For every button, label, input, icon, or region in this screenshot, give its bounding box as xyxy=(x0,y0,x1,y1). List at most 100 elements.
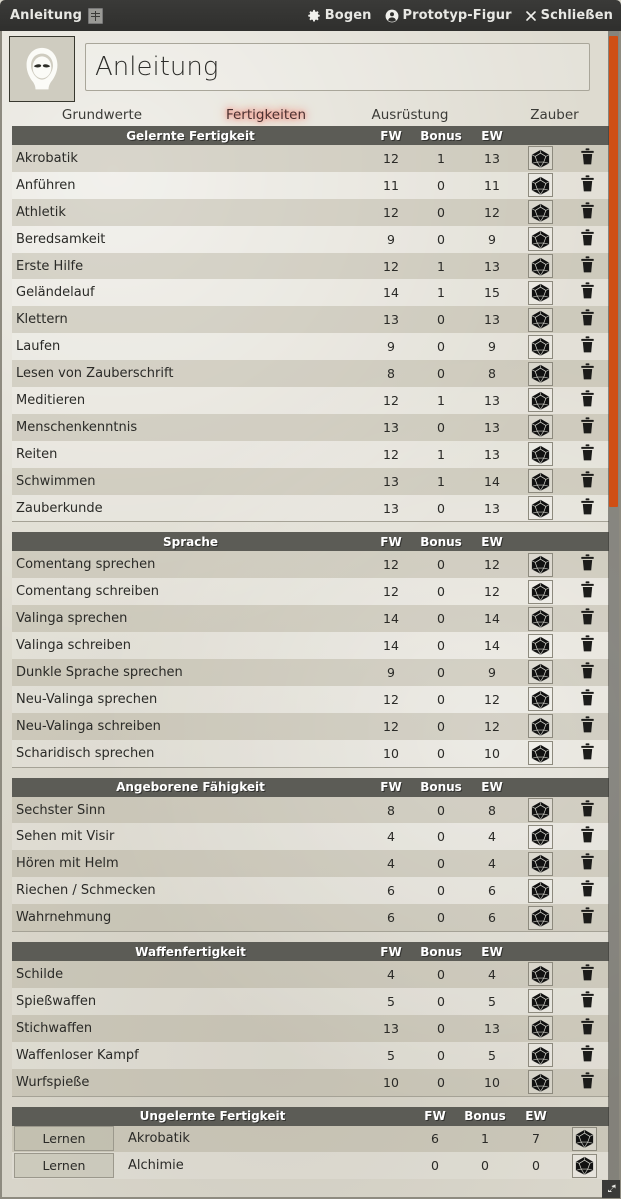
delete-skill-button[interactable] xyxy=(580,497,595,515)
delete-skill-button[interactable] xyxy=(580,1045,595,1062)
roll-dice-button[interactable] xyxy=(571,1153,597,1178)
roll-dice-button[interactable] xyxy=(527,146,553,171)
delete-skill-button[interactable] xyxy=(580,417,595,434)
delete-skill-button[interactable] xyxy=(580,991,595,1008)
skill-ew: 4 xyxy=(488,829,496,845)
delete-skill-button[interactable] xyxy=(580,799,595,817)
roll-dice-button[interactable] xyxy=(527,878,553,903)
roll-dice-button[interactable] xyxy=(527,227,553,252)
delete-skill-button[interactable] xyxy=(580,581,595,598)
lernen-button[interactable]: Lernen xyxy=(14,1126,114,1152)
d20-dice-icon xyxy=(531,744,549,763)
delete-skill-button[interactable] xyxy=(580,826,595,843)
delete-skill-button[interactable] xyxy=(580,716,595,733)
roll-dice-button[interactable] xyxy=(527,173,553,198)
resize-handle[interactable] xyxy=(602,1180,620,1198)
delete-skill-button[interactable] xyxy=(580,880,595,897)
delete-skill-button[interactable] xyxy=(580,471,595,488)
roll-dice-button[interactable] xyxy=(527,579,553,604)
delete-skill-button[interactable] xyxy=(580,689,595,706)
delete-skill-button[interactable] xyxy=(580,282,595,299)
delete-skill-button[interactable] xyxy=(580,336,595,353)
roll-dice-button[interactable] xyxy=(527,851,553,876)
roll-dice-button[interactable] xyxy=(527,415,553,440)
close-button[interactable]: Schließen xyxy=(525,8,613,23)
skill-ew: 14 xyxy=(484,473,500,489)
delete-skill-button[interactable] xyxy=(580,554,595,571)
roll-dice-button[interactable] xyxy=(527,962,553,987)
skill-bonus: 0 xyxy=(437,1074,445,1090)
tab-ausr-stung[interactable]: Ausrüstung xyxy=(371,107,449,123)
roll-dice-button[interactable] xyxy=(527,633,553,658)
delete-skill-button[interactable] xyxy=(580,309,595,326)
trash-icon xyxy=(580,635,594,652)
skill-ew: 13 xyxy=(484,1020,500,1036)
section-header: Sprache FW Bonus EW xyxy=(12,532,609,552)
roll-dice-button[interactable] xyxy=(527,552,553,577)
delete-skill-button[interactable] xyxy=(580,853,595,870)
vertical-scrollbar-track[interactable] xyxy=(608,31,619,1197)
delete-skill-button[interactable] xyxy=(580,363,595,380)
roll-dice-button[interactable] xyxy=(527,469,553,494)
roll-dice-button[interactable] xyxy=(527,307,553,332)
delete-skill-button[interactable] xyxy=(580,1071,595,1089)
delete-skill-button[interactable] xyxy=(580,608,595,625)
skill-name: Neu-Valinga schreiben xyxy=(16,718,161,734)
d20-dice-icon xyxy=(531,418,549,437)
delete-skill-button[interactable] xyxy=(580,907,595,924)
roll-dice-button[interactable] xyxy=(527,334,553,359)
roll-dice-button[interactable] xyxy=(527,606,553,631)
skill-bonus: 0 xyxy=(437,611,445,627)
delete-skill-button[interactable] xyxy=(580,175,595,192)
delete-skill-button[interactable] xyxy=(580,964,595,981)
roll-dice-button[interactable] xyxy=(571,1126,597,1151)
delete-skill-button[interactable] xyxy=(580,228,595,246)
roll-dice-button[interactable] xyxy=(527,1043,553,1068)
roll-dice-button[interactable] xyxy=(527,905,553,930)
roll-dice-button[interactable] xyxy=(527,714,553,739)
bogen-button[interactable]: Bogen xyxy=(307,8,372,23)
tab-fertigkeiten[interactable]: Fertigkeiten xyxy=(225,107,307,123)
tab-grundwerte[interactable]: Grundwerte xyxy=(61,107,143,123)
delete-skill-button[interactable] xyxy=(580,444,595,461)
delete-skill-button[interactable] xyxy=(580,255,595,273)
roll-dice-button[interactable] xyxy=(527,741,553,766)
roll-dice-button[interactable] xyxy=(527,1016,553,1041)
table-row: Spießwaffen 5 0 5 xyxy=(12,987,609,1015)
delete-skill-button[interactable] xyxy=(580,662,595,679)
roll-dice-button[interactable] xyxy=(527,388,553,413)
roll-dice-button[interactable] xyxy=(527,254,553,278)
roll-dice-button[interactable] xyxy=(527,442,553,467)
delete-skill-button[interactable] xyxy=(580,635,595,652)
delete-skill-button[interactable] xyxy=(580,1018,595,1035)
book-icon[interactable] xyxy=(87,7,103,24)
vertical-scrollbar-thumb[interactable] xyxy=(609,36,618,507)
tab-zauber[interactable]: Zauber xyxy=(530,107,579,123)
roll-dice-button[interactable] xyxy=(527,660,553,685)
table-row: Wahrnehmung 6 0 6 xyxy=(12,904,609,932)
skill-bonus: 0 xyxy=(437,638,445,654)
roll-dice-button[interactable] xyxy=(527,280,553,305)
delete-skill-button[interactable] xyxy=(580,390,595,407)
delete-skill-button[interactable] xyxy=(580,743,595,760)
d20-dice-icon xyxy=(531,338,549,356)
delete-skill-button[interactable] xyxy=(580,202,595,219)
prototyp-figur-button[interactable]: Prototyp-Figur xyxy=(385,8,512,23)
lernen-button[interactable]: Lernen xyxy=(14,1153,114,1179)
character-name-field[interactable]: Anleitung xyxy=(85,43,590,91)
roll-dice-button[interactable] xyxy=(527,687,553,712)
roll-dice-button[interactable] xyxy=(527,798,553,823)
roll-dice-button[interactable] xyxy=(527,361,553,386)
skill-name: Dunkle Sprache sprechen xyxy=(16,664,183,680)
roll-dice-button[interactable] xyxy=(527,989,553,1014)
roll-dice-button[interactable] xyxy=(527,496,553,521)
skill-fw: 10 xyxy=(383,1074,399,1090)
roll-dice-button[interactable] xyxy=(527,1070,553,1095)
avatar[interactable] xyxy=(9,36,75,102)
window-content: Anleitung Grundwerte Fertigkeiten Ausrüstu… xyxy=(0,31,621,1199)
skill-fw: 6 xyxy=(387,910,395,926)
skill-fw: 4 xyxy=(387,856,395,872)
roll-dice-button[interactable] xyxy=(527,200,553,225)
roll-dice-button[interactable] xyxy=(527,824,553,849)
delete-skill-button[interactable] xyxy=(580,148,595,165)
